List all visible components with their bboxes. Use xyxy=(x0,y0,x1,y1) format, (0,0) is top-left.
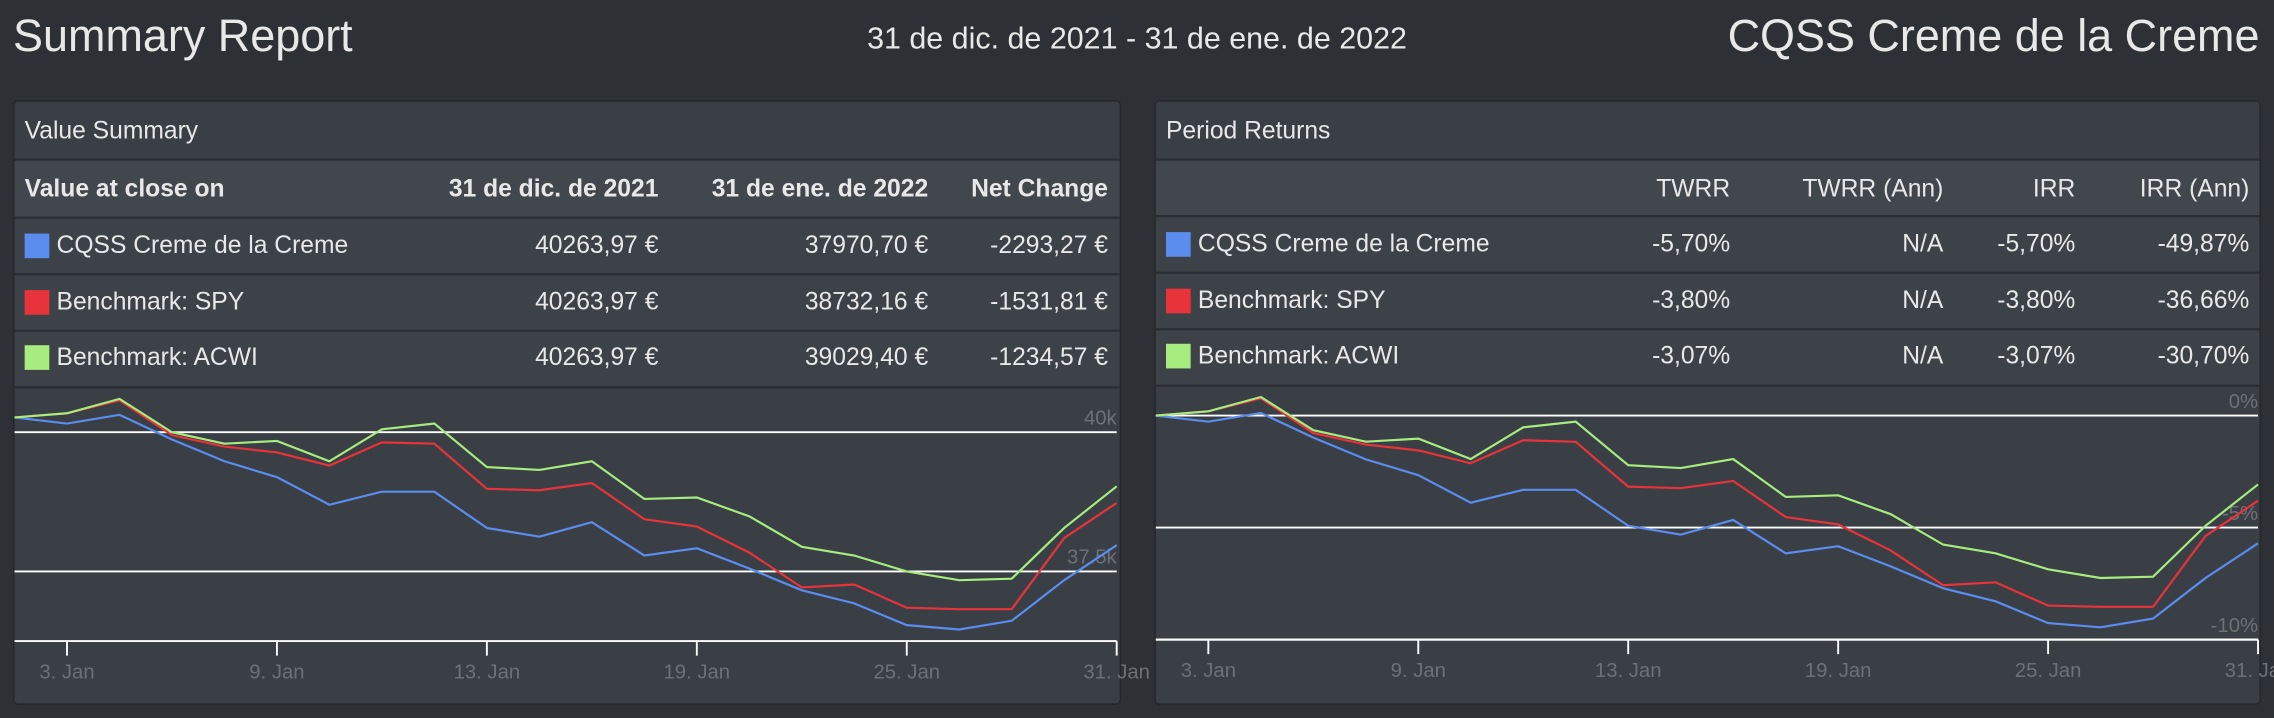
y-tick-label: 40k xyxy=(1084,407,1118,429)
column-header: TWRR (Ann) xyxy=(1802,176,1943,203)
cell: -1531,81 € xyxy=(990,289,1108,316)
table-body-bg xyxy=(14,219,1120,388)
date-range: 31 de dic. de 2021 - 31 de ene. de 2022 xyxy=(867,22,1407,56)
column-header: 31 de dic. de 2021 xyxy=(449,176,659,203)
cell: N/A xyxy=(1902,231,1944,258)
x-tick-label: 25. Jan xyxy=(873,661,940,683)
row-name: Benchmark: ACWI xyxy=(1198,342,1399,369)
y-tick-label: 0% xyxy=(2229,391,2258,413)
cell: -3,80% xyxy=(1652,287,1730,314)
series-line xyxy=(14,397,1118,582)
legend-swatch xyxy=(24,290,50,315)
x-tick-label: 31. Jan xyxy=(2225,660,2274,682)
table-body-bg xyxy=(1155,219,2260,388)
legend-swatch xyxy=(1166,288,1191,314)
report-title: Summary Report xyxy=(13,10,353,61)
x-tick-label: 13. Jan xyxy=(454,661,521,683)
portfolio-name: CQSS Creme de la Creme xyxy=(1728,10,2260,61)
cell: -5,70% xyxy=(1652,231,1730,258)
x-tick-label: 3. Jan xyxy=(39,661,94,683)
row-name: CQSS Creme de la Creme xyxy=(1198,231,1490,258)
row-name: Benchmark: SPY xyxy=(57,289,245,316)
cell: -36,66% xyxy=(2158,287,2250,314)
x-tick-label: 19. Jan xyxy=(1805,660,1872,682)
x-tick-label: 13. Jan xyxy=(1595,660,1662,682)
row-name: CQSS Creme de la Creme xyxy=(57,232,349,259)
legend-swatch xyxy=(1166,232,1191,257)
row-dividers xyxy=(14,158,2260,389)
cell: N/A xyxy=(1902,287,1944,314)
cell: -49,87% xyxy=(2158,231,2250,258)
table-header-bg xyxy=(1155,161,2260,218)
cell: 40263,97 € xyxy=(535,232,659,259)
column-header: Value at close on xyxy=(25,176,225,203)
cell: -1234,57 € xyxy=(990,344,1108,371)
x-tick-label: 9. Jan xyxy=(1391,660,1446,682)
cell: -3,07% xyxy=(1997,342,2075,369)
legend-swatch xyxy=(24,233,50,259)
cell: -3,07% xyxy=(1652,342,1730,369)
column-header: IRR xyxy=(2033,176,2075,203)
series-line xyxy=(1155,411,2259,629)
cell: 40263,97 € xyxy=(535,344,659,371)
column-header: IRR (Ann) xyxy=(2140,176,2250,203)
cell: 37970,70 € xyxy=(805,232,929,259)
column-header: TWRR xyxy=(1656,176,1730,203)
row-name: Benchmark: SPY xyxy=(1198,287,1386,314)
cell: -2293,27 € xyxy=(990,232,1108,259)
cell: 38732,16 € xyxy=(805,289,929,316)
series-line xyxy=(1155,395,2259,580)
y-tick-label: -10% xyxy=(2211,615,2258,637)
panel-title: Value Summary xyxy=(25,118,199,145)
x-tick-label: 31. Jan xyxy=(1083,661,1150,683)
table-header-bg xyxy=(14,161,1120,218)
x-tick-label: 3. Jan xyxy=(1181,660,1236,682)
cell: 39029,40 € xyxy=(805,344,929,371)
series-line xyxy=(14,413,1118,631)
cell: N/A xyxy=(1902,342,1944,369)
column-header: 31 de ene. de 2022 xyxy=(712,176,928,203)
cell: -30,70% xyxy=(2158,342,2250,369)
x-tick-label: 9. Jan xyxy=(249,661,304,683)
cell: 40263,97 € xyxy=(535,289,659,316)
column-header: Net Change xyxy=(971,176,1108,203)
series-line xyxy=(14,399,1118,611)
legend-swatch xyxy=(24,345,50,370)
cell: -5,70% xyxy=(1997,231,2075,258)
x-tick-label: 25. Jan xyxy=(2015,660,2082,682)
cell: -3,80% xyxy=(1997,287,2075,314)
panel-title: Period Returns xyxy=(1166,118,1330,145)
row-name: Benchmark: ACWI xyxy=(57,344,258,371)
x-tick-label: 19. Jan xyxy=(664,661,731,683)
series-line xyxy=(1155,397,2259,608)
legend-swatch xyxy=(1166,343,1191,369)
